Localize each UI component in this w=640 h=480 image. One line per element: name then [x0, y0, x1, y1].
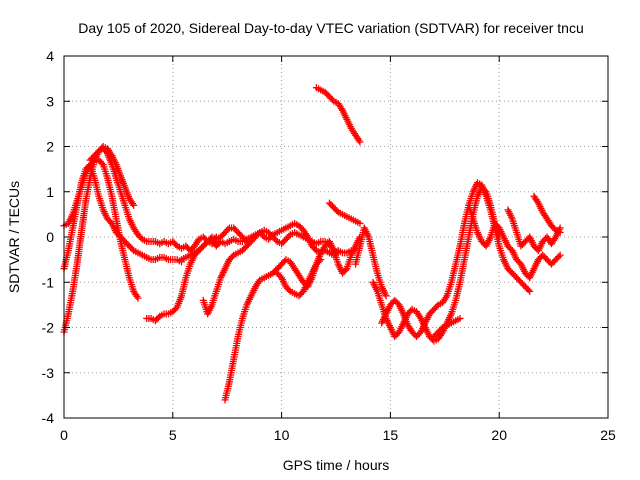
data-point	[228, 253, 236, 261]
series-arc-8	[221, 233, 364, 404]
x-tick-label: 5	[169, 427, 177, 443]
data-point	[134, 294, 142, 302]
series-arc-14	[378, 179, 534, 341]
data-point	[556, 228, 564, 236]
data-point	[224, 225, 232, 233]
y-tick-label: -1	[42, 274, 55, 290]
series-arc-15	[430, 314, 464, 341]
x-tick-label: 25	[600, 427, 616, 443]
data-point	[317, 256, 325, 264]
data-point	[526, 287, 534, 295]
data-point	[555, 253, 563, 261]
data-point	[98, 159, 106, 167]
data-point	[172, 241, 180, 249]
data-point	[285, 286, 293, 294]
data-point	[437, 325, 445, 333]
data-point	[433, 302, 441, 310]
data-point	[524, 286, 532, 294]
y-tick-label: 2	[46, 139, 54, 155]
series-arc-11	[325, 199, 364, 227]
y-axis-label: SDTVAR / TECUs	[6, 181, 22, 293]
x-tick-label: 0	[60, 427, 68, 443]
series-arc-18	[530, 192, 564, 236]
data-point	[556, 251, 564, 259]
y-tick-label: -2	[42, 320, 55, 336]
data-point	[154, 314, 162, 322]
y-tick-label: 1	[46, 184, 54, 200]
data-point	[202, 239, 210, 247]
series-arc-16	[465, 201, 564, 282]
y-tick-label: -3	[42, 365, 55, 381]
data-point	[128, 245, 136, 253]
x-axis-label: GPS time / hours	[283, 457, 390, 473]
data-point	[285, 232, 293, 240]
y-tick-label: -4	[42, 410, 55, 426]
data-point	[550, 225, 558, 233]
data-point	[272, 236, 280, 244]
series-arc-4	[86, 143, 138, 209]
data-point	[137, 234, 145, 242]
data-point	[130, 201, 138, 209]
y-tick-label: 4	[46, 48, 54, 64]
data-point	[382, 292, 390, 300]
series-arc-1	[60, 161, 186, 273]
series-arc-10	[312, 84, 364, 146]
series-arc-2	[60, 156, 142, 302]
data-point	[328, 96, 336, 104]
x-tick-label: 20	[491, 427, 507, 443]
data-point	[456, 314, 464, 322]
data-point	[311, 245, 319, 253]
series-arc-3	[60, 145, 220, 336]
y-tick-label: 0	[46, 229, 54, 245]
data-point	[315, 257, 323, 265]
series-arc-17	[504, 206, 564, 255]
data-point	[254, 230, 262, 238]
axis-ticks: 0 5 10 15 20 25 -4 -3 -2 -1 0 1 2 3 4	[42, 48, 616, 443]
data-point	[341, 266, 349, 274]
series-arc-13	[369, 183, 503, 345]
series-arc-12	[352, 224, 390, 300]
x-tick-label: 15	[383, 427, 399, 443]
data-point	[356, 219, 364, 227]
y-tick-label: 3	[46, 93, 54, 109]
data-points	[60, 84, 564, 404]
x-tick-label: 10	[274, 427, 290, 443]
chart-title: Day 105 of 2020, Sidereal Day-to-day VTE…	[78, 20, 584, 36]
data-point	[333, 207, 341, 215]
data-point	[356, 138, 364, 146]
series-arc-9	[273, 256, 325, 300]
